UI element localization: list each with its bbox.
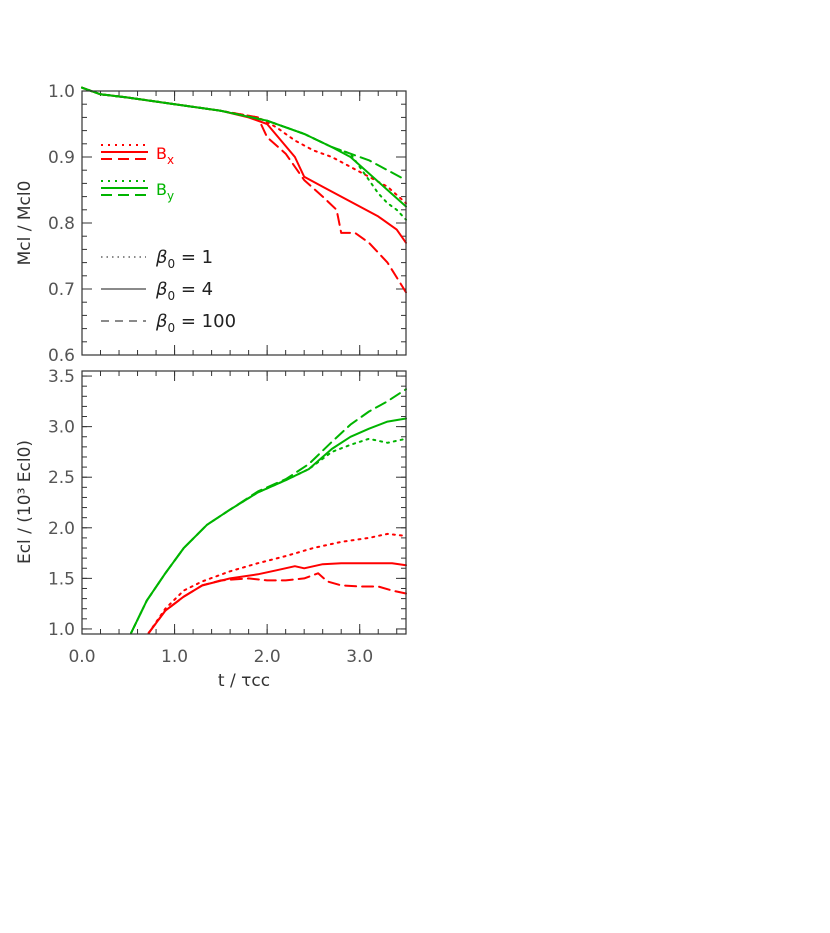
y-tick-label: 1.0 — [48, 620, 75, 640]
series-line-bx-beta-100 — [147, 572, 407, 634]
energy-series — [130, 388, 407, 634]
series-line-by-beta-1 — [81, 86, 407, 221]
series-line-bx-beta-1 — [147, 532, 407, 634]
mass-plot-frame — [81, 90, 407, 356]
mass-y-axis-title: Mcl / Mcl0 — [15, 181, 35, 266]
legend-by-label: By — [156, 180, 174, 203]
energy-y-axis-title: Ecl / (10³ Ecl0) — [15, 440, 35, 564]
mass-series — [81, 86, 407, 294]
x-axis-title: t / τcc — [218, 671, 270, 691]
y-tick-label: 3.0 — [48, 418, 75, 438]
mass-legend: Bx By β0 = 1 β0 = 4 β0 = 100 — [101, 144, 236, 335]
x-tick-label: 1.0 — [161, 647, 188, 667]
energy-panel: 0.0 1.0 2.0 3.0 1.0 1.5 2.0 2.5 3.0 3.5 Ecl / (10… — [15, 367, 407, 667]
legend-beta-1-label: β0 = 1 — [155, 247, 213, 271]
mass-panel: 0.6 0.7 0.8 0.9 1.0 Mcl / Mcl0 Bx By β0 = 1 β0 … — [15, 82, 407, 366]
x-tick-label: 2.0 — [254, 647, 281, 667]
x-tick-label: 3.0 — [346, 647, 373, 667]
y-tick-label: 0.7 — [48, 280, 75, 300]
x-tick-label: 0.0 — [68, 647, 95, 667]
series-line-by-beta-1 — [130, 437, 407, 634]
y-tick-label: 0.9 — [48, 148, 75, 168]
series-line-bx-beta-100 — [81, 86, 407, 294]
y-tick-label: 0.8 — [48, 214, 75, 234]
legend-bx-label: Bx — [156, 144, 174, 167]
y-tick-label: 2.5 — [48, 468, 75, 488]
y-tick-label: 0.6 — [48, 346, 75, 366]
series-line-by-beta-100 — [130, 388, 407, 634]
legend-beta-100-label: β0 = 100 — [155, 311, 236, 335]
series-line-bx-beta-4 — [147, 562, 407, 634]
y-tick-label: 1.0 — [48, 82, 75, 102]
y-tick-label: 2.0 — [48, 519, 75, 539]
y-tick-label: 3.5 — [48, 367, 75, 387]
energy-plot-frame — [81, 370, 407, 635]
series-line-by-beta-100 — [81, 86, 407, 182]
legend-beta-4-label: β0 = 4 — [155, 279, 213, 303]
series-line-by-beta-4 — [130, 417, 407, 634]
series-line-bx-beta-4 — [81, 86, 407, 244]
y-tick-label: 1.5 — [48, 569, 75, 589]
energy-ticks: 0.0 1.0 2.0 3.0 1.0 1.5 2.0 2.5 3.0 3.5 — [48, 367, 406, 667]
mass-ticks: 0.6 0.7 0.8 0.9 1.0 — [48, 82, 406, 366]
